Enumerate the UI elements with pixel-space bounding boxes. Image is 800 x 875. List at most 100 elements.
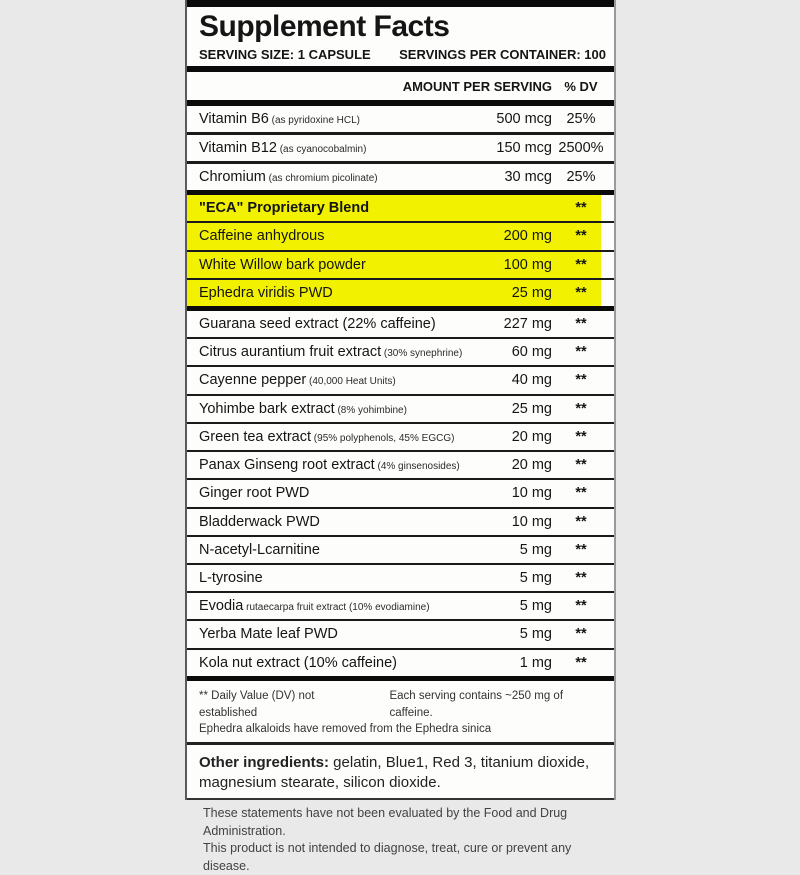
serving-size-label: SERVING SIZE: 1 CAPSULE <box>199 46 371 62</box>
footnote-line-1: ** Daily Value (DV) not established Each… <box>199 688 604 721</box>
fact-row: Ephedra viridis PWD 25 mg ** <box>187 279 614 312</box>
top-bar-divider <box>187 0 614 7</box>
ingredient-name: Green tea extract (95% polyphenols, 45% … <box>199 428 455 445</box>
fact-row: Cayenne pepper (40,000 Heat Units) 40 mg *… <box>187 367 614 396</box>
ingredient-name: Citrus aurantium fruit extract (30% syne… <box>199 344 463 361</box>
ingredient-note: (8% yohimbine) <box>334 404 407 416</box>
ingredient-dv: ** <box>575 570 587 586</box>
fact-row: Guarana seed extract (22% caffeine) 227 m… <box>187 311 614 340</box>
fact-row: Evodia rutaecarpa fruit extract (10% evo… <box>187 593 614 622</box>
ingredient-amount: 150 mcg <box>496 139 552 156</box>
section-divider <box>187 798 614 801</box>
ingredient-dv: 2500% <box>558 139 604 156</box>
ingredient-dv: ** <box>575 598 587 615</box>
ingredient-name: Vitamin B12 (as cyanocobalmin) <box>199 139 367 156</box>
ingredient-name: N-acetyl-Lcarnitine <box>199 541 320 558</box>
disclaimer-line-1: These statements have not been evaluated… <box>203 806 568 838</box>
ingredient-note: (as chromium picolinate) <box>265 172 378 184</box>
table-header-row: AMOUNT PER SERVING % DV <box>187 72 614 100</box>
facts-rows: Vitamin B6 (as pyridoxine HCL) 500 mcg 25%… <box>187 106 614 681</box>
ingredient-note: (as pyridoxine HCL) <box>268 114 361 126</box>
ingredient-name: Cayenne pepper (40,000 Heat Units) <box>199 372 396 389</box>
other-ingredients: Other ingredients: gelatin, Blue1, Red 3… <box>187 745 614 799</box>
ingredient-amount: 60 mg <box>511 344 552 361</box>
ingredient-note: (as cyanocobalmin) <box>276 143 367 155</box>
ingredient-note: (95% polyphenols, 45% EGCG) <box>311 432 455 444</box>
other-ingredients-list: gelatin, Blue1, Red 3, titanium dioxide,… <box>199 753 590 792</box>
footnote: ** Daily Value (DV) not established Each… <box>187 681 614 742</box>
fact-row: "ECA" Proprietary Blend ** <box>187 195 614 224</box>
ingredient-name: Guarana seed extract (22% caffeine) <box>199 316 436 333</box>
ingredient-name: White Willow bark powder <box>199 256 366 273</box>
fact-row: Panax Ginseng root extract (4% ginsenosi… <box>187 452 614 481</box>
divider-bar <box>187 65 614 72</box>
fact-row: Yohimbe bark extract (8% yohimbine) 25 mg… <box>187 396 614 424</box>
ingredient-note: rutaecarpa fruit extract (10% evodiamine… <box>243 602 430 614</box>
ingredient-name: "ECA" Proprietary Blend <box>199 200 370 217</box>
ingredient-amount: 227 mg <box>503 316 552 333</box>
ingredient-amount: 5 mg <box>519 598 552 615</box>
servings-per-container-label: SERVINGS PER CONTAINER: 100 <box>399 46 606 62</box>
ingredient-dv: ** <box>575 316 587 333</box>
ingredient-dv: ** <box>575 344 587 361</box>
ingredient-amount: 30 mcg <box>504 168 552 185</box>
ingredient-name: Yohimbe bark extract (8% yohimbine) <box>199 400 407 417</box>
ingredient-amount: 20 mg <box>511 457 552 474</box>
dv-column-header: % DV <box>564 78 598 94</box>
ingredient-dv: ** <box>575 457 587 474</box>
fact-row: Chromium (as chromium picolinate) 30 mcg 2… <box>187 164 614 196</box>
fact-row: Bladderwack PWD 10 mg ** <box>187 509 614 537</box>
fact-row: Ginger root PWD 10 mg ** <box>187 480 614 509</box>
ingredient-amount: 500 mcg <box>496 110 552 127</box>
serving-info-row: SERVING SIZE: 1 CAPSULE SERVINGS PER CON… <box>187 46 614 66</box>
fact-row: Kola nut extract (10% caffeine) 1 mg ** <box>187 650 614 681</box>
ephedra-note: Ephedra alkaloids have removed from the … <box>199 723 492 736</box>
dv-not-established-note: ** Daily Value (DV) not established <box>199 689 315 719</box>
page-title: Supplement Facts <box>199 10 450 43</box>
ingredient-dv: 25% <box>566 168 596 185</box>
ingredient-dv: ** <box>575 485 587 502</box>
ingredient-dv: ** <box>575 428 587 445</box>
section-divider <box>187 741 614 745</box>
caffeine-content-note: Each serving contains ~250 mg of caffein… <box>389 689 564 719</box>
ingredient-name: Vitamin B6 (as pyridoxine HCL) <box>199 110 361 127</box>
ingredient-note: (4% ginsenosides) <box>374 461 460 473</box>
ingredient-amount: 10 mg <box>511 513 552 530</box>
ingredient-dv: ** <box>575 654 587 671</box>
fact-row: N-acetyl-Lcarnitine 5 mg ** <box>187 537 614 565</box>
ingredient-name: L-tyrosine <box>199 570 263 586</box>
ingredient-dv: ** <box>575 228 587 245</box>
fact-row: White Willow bark powder 100 mg ** <box>187 251 614 280</box>
fact-row: Caffeine anhydrous 200 mg ** <box>187 223 614 252</box>
other-ingredients-label: Other ingredients: <box>199 753 330 771</box>
amount-column-header: AMOUNT PER SERVING <box>402 78 552 94</box>
ingredient-amount: 20 mg <box>511 428 552 445</box>
ingredient-name: Chromium (as chromium picolinate) <box>199 168 378 185</box>
ingredient-amount: 1 mg <box>519 654 552 671</box>
supplement-facts-panel: Supplement Facts SERVING SIZE: 1 CAPSULE… <box>185 0 616 873</box>
divider-bar <box>187 99 614 106</box>
ingredient-note: (40,000 Heat Units) <box>306 376 396 388</box>
fact-row: Yerba Mate leaf PWD 5 mg ** <box>187 621 614 650</box>
ingredient-name: Ephedra viridis PWD <box>199 284 333 301</box>
ingredient-name: Yerba Mate leaf PWD <box>199 626 338 643</box>
ingredient-dv: ** <box>575 256 587 273</box>
ingredient-dv: ** <box>575 541 587 558</box>
fact-row: Citrus aurantium fruit extract (30% syne… <box>187 339 614 368</box>
ingredient-dv: ** <box>575 200 587 217</box>
ingredient-name: Bladderwack PWD <box>199 513 320 530</box>
ingredient-amount: 5 mg <box>519 570 552 586</box>
ingredient-amount: 200 mg <box>503 228 552 245</box>
ingredient-dv: ** <box>575 400 587 417</box>
ingredient-amount: 5 mg <box>519 626 552 643</box>
disclaimer-line-2: This product is not intended to diagnose… <box>203 841 572 873</box>
ingredient-dv: ** <box>575 284 587 301</box>
fda-disclaimer: These statements have not been evaluated… <box>187 800 614 875</box>
ingredient-name: Caffeine anhydrous <box>199 228 325 245</box>
ingredient-name: Ginger root PWD <box>199 485 310 502</box>
fact-row: L-tyrosine 5 mg ** <box>187 565 614 594</box>
fact-row: Vitamin B6 (as pyridoxine HCL) 500 mcg 25% <box>187 106 614 135</box>
ingredient-dv: ** <box>575 372 587 389</box>
ingredient-amount: 5 mg <box>519 541 552 558</box>
ingredient-name: Evodia rutaecarpa fruit extract (10% evo… <box>199 598 430 615</box>
